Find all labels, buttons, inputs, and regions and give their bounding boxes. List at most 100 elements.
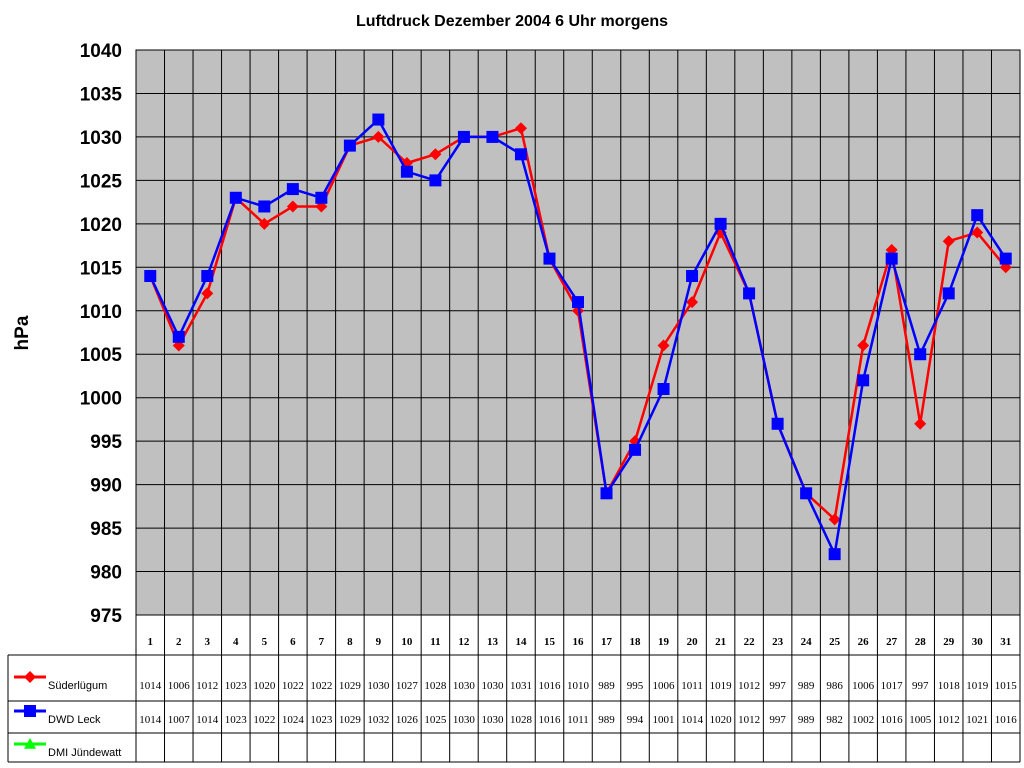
series-layer [144,113,1012,561]
data-point [686,270,699,282]
data-point [942,235,955,248]
x-tick-label: 14 [515,636,527,648]
table-cell: 1025 [424,714,447,726]
table-cell: 1019 [966,680,989,692]
data-point [286,183,299,196]
data-point [600,487,613,500]
table-cell: 1026 [396,714,419,726]
data-point [857,339,870,352]
table-cell: 986 [826,680,843,692]
table-cell: 1005 [909,714,932,726]
data-point [629,443,642,456]
data-point [771,417,784,430]
y-tick-label: 1025 [80,171,123,192]
data-point [914,417,927,430]
data-point [315,191,328,204]
data-point [971,226,984,239]
table-cell: 1023 [225,680,248,692]
y-tick-label: 1035 [80,84,123,105]
data-point [486,130,499,143]
table-cell: 1023 [310,714,333,726]
table-cell: 997 [769,714,786,726]
data-point [229,191,242,204]
data-point [400,165,413,178]
y-tick-label: 1030 [80,128,122,149]
table-cell: 989 [798,680,815,692]
table-cell: 997 [769,680,786,692]
data-point [657,339,670,352]
table-cell: 1002 [852,714,874,726]
table-cell: 1016 [538,714,561,726]
table-cell: 1007 [168,714,191,726]
data-point [258,217,271,230]
x-tick-label: 13 [487,636,499,648]
table-cell: 1022 [310,680,332,692]
table-cell: 1031 [510,680,532,692]
data-point [914,348,927,361]
data-point [857,374,870,387]
x-tick-label: 3 [205,636,211,648]
x-tick-label: 1 [148,636,154,648]
table-cell: 1020 [253,680,276,692]
table-cell: 982 [826,714,843,726]
data-point [686,296,699,309]
table-cell: 1016 [538,680,561,692]
y-axis-ticks: 975 980 985 990 995 1000 1005 1010 1015 1020 1025 1… [80,41,123,627]
legend-label: Süderlügum [48,680,107,692]
table-cell: 1015 [995,680,1018,692]
x-tick-label: 19 [658,636,670,648]
chart-title: Luftdruck Dezember 2004 6 Uhr morgens [356,13,668,30]
y-tick-label: 980 [90,563,122,584]
y-tick-label: 1040 [80,41,122,62]
table-cell: 1006 [852,680,875,692]
table-cell: 1017 [881,680,904,692]
data-point [429,174,442,187]
table-cell: 1001 [653,714,675,726]
y-tick-label: 1010 [80,302,122,323]
table-cell: 1016 [881,714,904,726]
x-tick-label: 31 [1000,636,1011,648]
data-point [971,209,984,222]
table-cell: 1010 [567,680,590,692]
table-cell: 1006 [168,680,191,692]
x-tick-label: 18 [630,636,642,648]
data-point [457,130,470,143]
x-tick-label: 9 [376,636,382,648]
legend-label: DWD Leck [48,714,101,726]
data-point [743,287,756,300]
y-axis-label: hPa [12,315,33,350]
table-cell: 1014 [681,714,704,726]
y-tick-label: 975 [90,606,122,627]
x-tick-label: 16 [573,636,585,648]
table-cell: 1020 [710,714,733,726]
table-cell: 1012 [738,714,760,726]
data-point [24,705,36,717]
data-point [828,513,841,526]
table-cell: 1006 [653,680,676,692]
x-tick-label: 30 [972,636,984,648]
x-tick-label: 21 [715,636,726,648]
data-point [657,383,670,395]
data-point [514,122,527,135]
table-cell: 1024 [282,714,305,726]
data-point [286,200,299,213]
y-tick-label: 1005 [80,345,123,366]
table-cell: 989 [598,680,615,692]
table-cell: 1029 [339,680,362,692]
x-tick-label: 29 [943,636,955,648]
table-cell: 989 [798,714,815,726]
table-cell: 1028 [424,680,447,692]
table-cell: 1011 [567,714,589,726]
x-tick-label: 5 [262,636,268,648]
x-tick-label: 17 [601,636,613,648]
table-cell: 994 [627,714,644,726]
data-point [24,738,36,749]
x-tick-label: 2 [176,636,182,648]
table-cell: 995 [627,680,644,692]
table-cell: 1021 [966,714,988,726]
data-point [172,330,185,343]
x-tick-label: 10 [401,636,413,648]
data-point [372,113,385,126]
data-point [372,130,385,143]
